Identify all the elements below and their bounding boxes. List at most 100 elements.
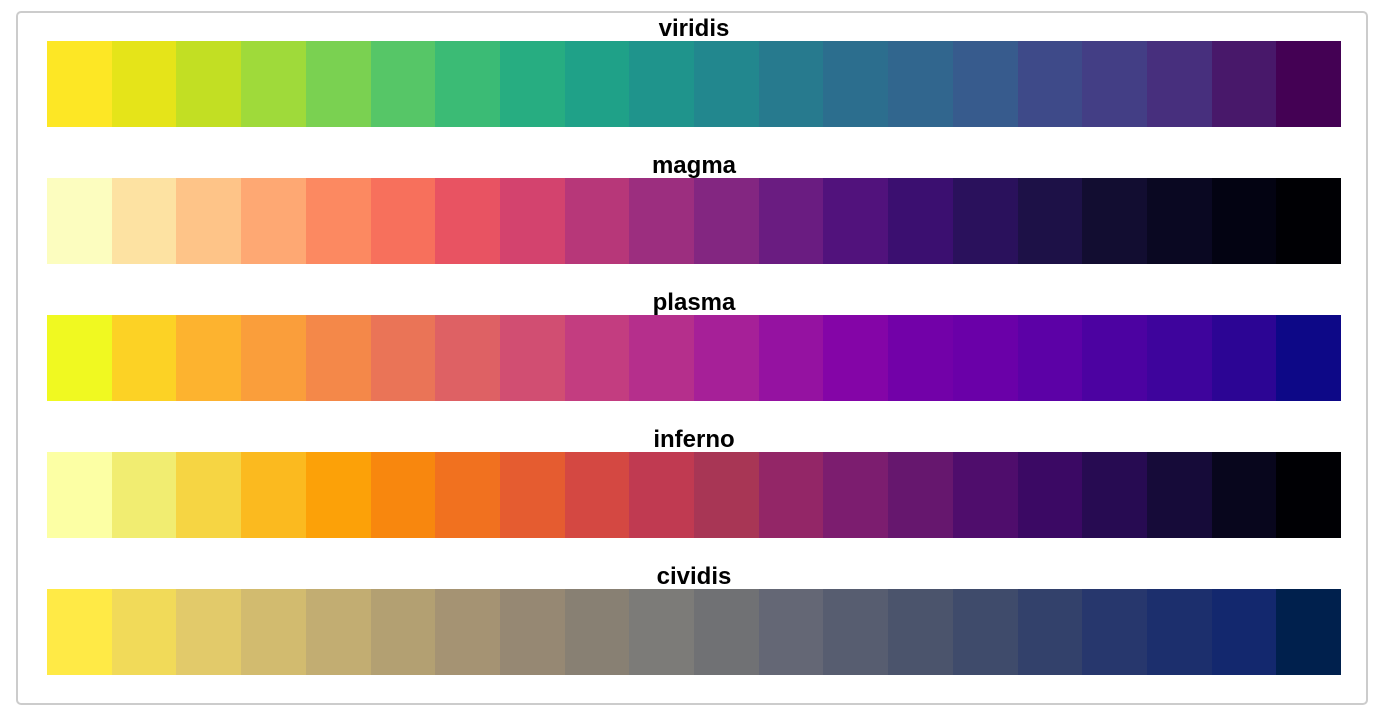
color-swatch-plasma-4	[241, 315, 306, 401]
color-swatch-inferno-10	[629, 452, 695, 538]
color-swatch-inferno-11	[694, 452, 759, 538]
color-swatch-viridis-7	[435, 41, 500, 127]
color-swatch-magma-9	[564, 178, 630, 264]
color-swatch-viridis-1	[47, 41, 112, 127]
color-swatch-viridis-8	[499, 41, 565, 127]
color-swatch-plasma-15	[952, 315, 1018, 401]
color-swatch-inferno-1	[47, 452, 112, 538]
color-swatch-viridis-19	[1211, 41, 1277, 127]
color-swatch-viridis-13	[823, 41, 889, 127]
color-swatch-plasma-20	[1276, 315, 1342, 401]
color-swatch-plasma-6	[370, 315, 436, 401]
color-swatch-magma-15	[952, 178, 1018, 264]
color-swatch-cividis-16	[1017, 589, 1083, 675]
palette-title-plasma: plasma	[652, 289, 736, 316]
color-strip-plasma	[47, 315, 1342, 401]
color-swatch-magma-18	[1146, 178, 1212, 264]
color-swatch-cividis-8	[499, 589, 565, 675]
color-swatch-plasma-17	[1082, 315, 1147, 401]
color-swatch-inferno-18	[1146, 452, 1212, 538]
color-swatch-magma-4	[241, 178, 306, 264]
color-swatch-viridis-20	[1276, 41, 1342, 127]
color-swatch-plasma-10	[629, 315, 695, 401]
color-swatch-viridis-2	[111, 41, 177, 127]
palette-title-viridis: viridis	[658, 15, 730, 42]
color-swatch-cividis-20	[1276, 589, 1342, 675]
color-swatch-plasma-13	[823, 315, 889, 401]
color-swatch-inferno-19	[1211, 452, 1277, 538]
color-swatch-cividis-14	[888, 589, 953, 675]
color-swatch-plasma-1	[47, 315, 112, 401]
color-swatch-inferno-2	[111, 452, 177, 538]
color-strip-inferno	[47, 452, 1342, 538]
color-swatch-plasma-9	[564, 315, 630, 401]
color-swatch-inferno-9	[564, 452, 630, 538]
color-swatch-magma-13	[823, 178, 889, 264]
color-swatch-plasma-11	[694, 315, 759, 401]
color-swatch-viridis-14	[888, 41, 953, 127]
color-swatch-magma-3	[176, 178, 242, 264]
color-swatch-viridis-5	[305, 41, 371, 127]
color-swatch-inferno-15	[952, 452, 1018, 538]
color-swatch-cividis-11	[694, 589, 759, 675]
color-swatch-magma-11	[694, 178, 759, 264]
color-swatch-plasma-14	[888, 315, 953, 401]
color-swatch-inferno-8	[499, 452, 565, 538]
color-swatch-cividis-15	[952, 589, 1018, 675]
color-swatch-viridis-4	[241, 41, 306, 127]
color-swatch-cividis-10	[629, 589, 695, 675]
color-swatch-cividis-6	[370, 589, 436, 675]
color-swatch-inferno-5	[305, 452, 371, 538]
color-swatch-cividis-12	[758, 589, 824, 675]
color-swatch-cividis-4	[241, 589, 306, 675]
color-swatch-magma-7	[435, 178, 500, 264]
color-swatch-cividis-17	[1082, 589, 1147, 675]
palette-title-magma: magma	[651, 152, 737, 179]
color-swatch-cividis-19	[1211, 589, 1277, 675]
color-swatch-plasma-12	[758, 315, 824, 401]
color-swatch-plasma-2	[111, 315, 177, 401]
color-swatch-inferno-13	[823, 452, 889, 538]
color-swatch-plasma-18	[1146, 315, 1212, 401]
color-swatch-inferno-20	[1276, 452, 1342, 538]
color-swatch-magma-1	[47, 178, 112, 264]
color-swatch-viridis-12	[758, 41, 824, 127]
color-swatch-plasma-5	[305, 315, 371, 401]
color-swatch-viridis-11	[694, 41, 759, 127]
color-swatch-magma-16	[1017, 178, 1083, 264]
color-swatch-plasma-16	[1017, 315, 1083, 401]
color-swatch-viridis-18	[1146, 41, 1212, 127]
color-swatch-viridis-3	[176, 41, 242, 127]
color-swatch-magma-8	[499, 178, 565, 264]
color-swatch-magma-17	[1082, 178, 1147, 264]
color-swatch-plasma-3	[176, 315, 242, 401]
color-swatch-cividis-5	[305, 589, 371, 675]
color-swatch-magma-5	[305, 178, 371, 264]
color-swatch-inferno-6	[370, 452, 436, 538]
color-swatch-cividis-1	[47, 589, 112, 675]
color-swatch-viridis-9	[564, 41, 630, 127]
color-swatch-inferno-14	[888, 452, 953, 538]
color-swatch-cividis-18	[1146, 589, 1212, 675]
color-swatch-inferno-16	[1017, 452, 1083, 538]
color-swatch-magma-6	[370, 178, 436, 264]
color-swatch-viridis-17	[1082, 41, 1147, 127]
color-swatch-magma-10	[629, 178, 695, 264]
color-swatch-cividis-7	[435, 589, 500, 675]
color-strip-magma	[47, 178, 1342, 264]
color-swatch-inferno-4	[241, 452, 306, 538]
color-swatch-viridis-10	[629, 41, 695, 127]
color-swatch-plasma-7	[435, 315, 500, 401]
color-swatch-inferno-12	[758, 452, 824, 538]
color-swatch-magma-12	[758, 178, 824, 264]
color-strip-viridis	[47, 41, 1342, 127]
color-swatch-viridis-15	[952, 41, 1018, 127]
color-swatch-viridis-6	[370, 41, 436, 127]
color-swatch-cividis-2	[111, 589, 177, 675]
color-swatch-magma-2	[111, 178, 177, 264]
color-swatch-magma-14	[888, 178, 953, 264]
color-swatch-magma-19	[1211, 178, 1277, 264]
palette-title-cividis: cividis	[656, 563, 732, 590]
color-swatch-inferno-17	[1082, 452, 1147, 538]
color-swatch-cividis-9	[564, 589, 630, 675]
